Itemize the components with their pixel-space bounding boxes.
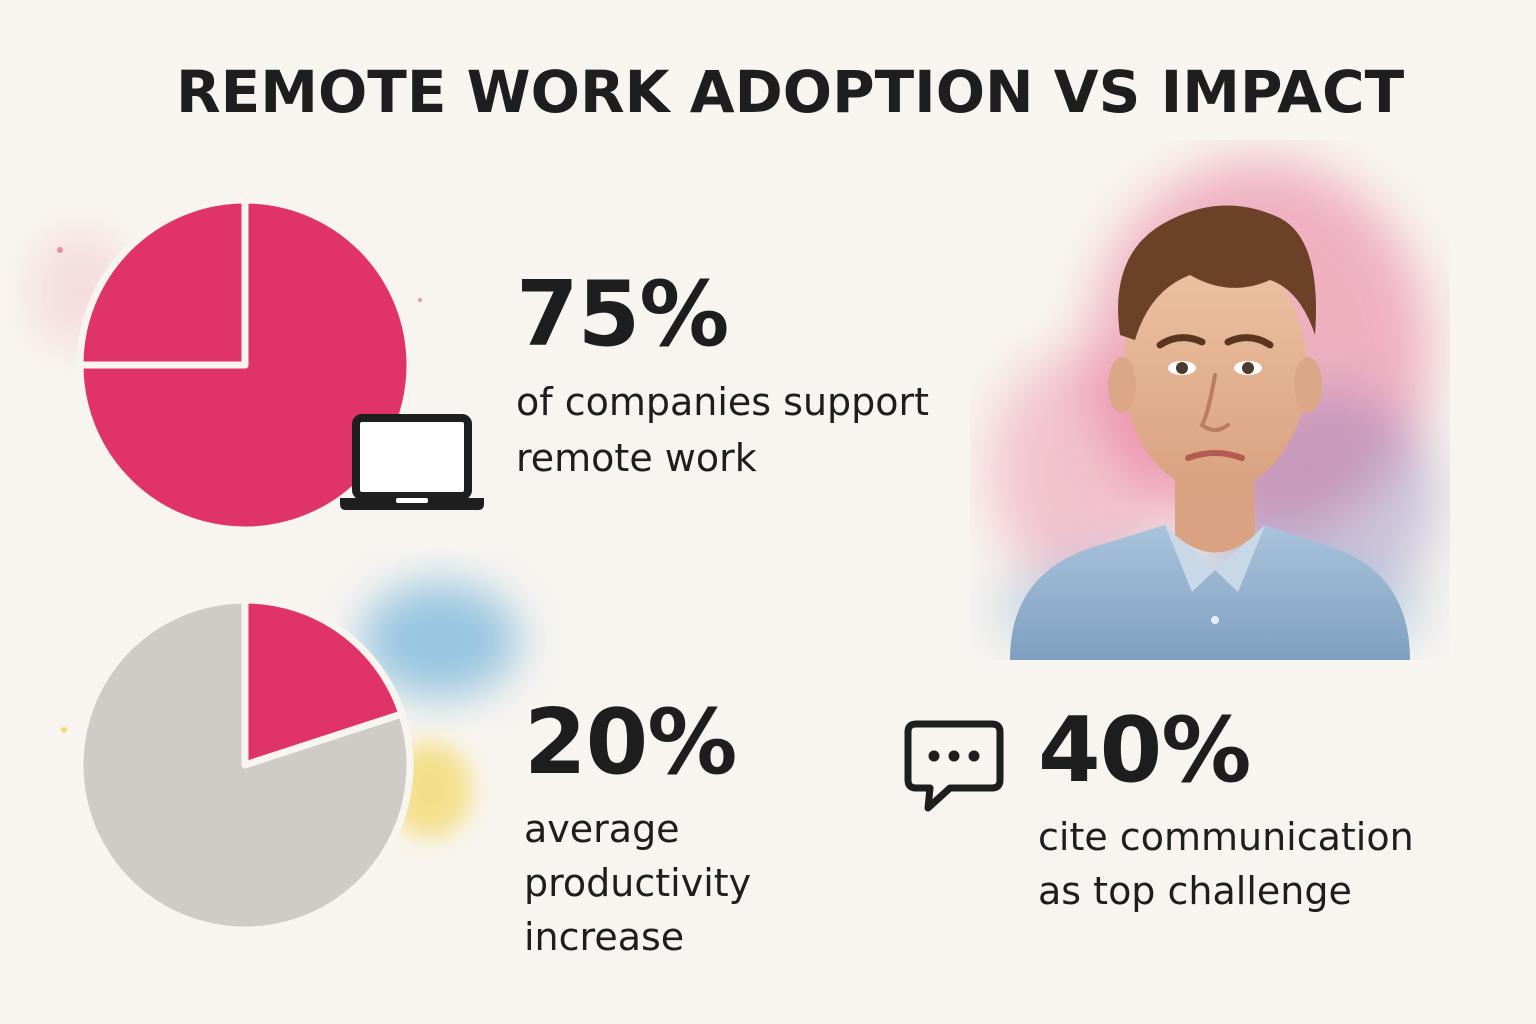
productivity-value: 20%: [524, 690, 737, 795]
communication-value: 40%: [1038, 698, 1251, 803]
blue-splash: [360, 582, 520, 698]
adoption-stat: 75% of companies support remote work: [516, 270, 929, 486]
pink-dot: [57, 247, 63, 253]
productivity-description-line: average: [524, 807, 680, 851]
page-title: REMOTE WORK ADOPTION VS IMPACT: [176, 58, 1405, 126]
pink-dot: [418, 298, 422, 302]
chat-bubble-icon: [904, 720, 1004, 812]
productivity-description-line: increase: [524, 915, 685, 959]
productivity-pie-slice-2: [76, 596, 414, 934]
laptop-icon: [340, 414, 484, 510]
productivity-pie-chart: [76, 596, 414, 934]
yellow-dot: [61, 727, 67, 733]
productivity-stat: 20% average productivity increase: [524, 698, 784, 964]
adoption-description: of companies support remote work: [516, 374, 929, 486]
communication-description-line: as top challenge: [1038, 869, 1352, 913]
adoption-value: 75%: [516, 262, 729, 367]
communication-description: cite communication as top challenge: [1038, 810, 1414, 918]
communication-stat: 40% cite communication as top challenge: [1038, 706, 1414, 918]
adoption-description-line: remote work: [516, 436, 757, 480]
communication-description-line: cite communication: [1038, 815, 1414, 859]
adoption-description-line: of companies support: [516, 380, 930, 424]
productivity-description: average productivity increase: [524, 802, 784, 964]
adoption-pie-slice-2: [76, 196, 249, 369]
worried-man-illustration: [990, 160, 1440, 660]
productivity-description-line: productivity: [524, 861, 752, 905]
adoption-pie-chart: [76, 196, 414, 534]
